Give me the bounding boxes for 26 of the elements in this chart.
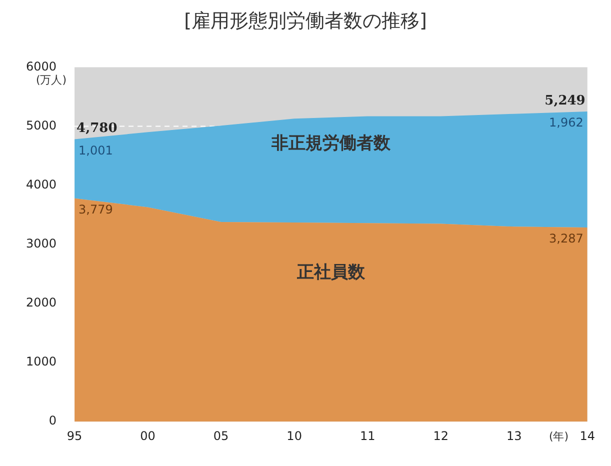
x-tick-label: 00	[140, 428, 156, 443]
x-tick-label: 12	[433, 428, 448, 443]
data-label: 3,287	[549, 232, 584, 246]
data-label: 3,779	[78, 202, 113, 217]
x-tick-label: 05	[213, 428, 229, 443]
y-axis-title: (万人)	[36, 74, 67, 87]
series-label: 非正規労働者数	[270, 134, 392, 154]
data-label: 1,962	[549, 116, 584, 130]
y-tick-label: 3000	[26, 236, 57, 251]
x-tick-label: 10	[286, 428, 302, 443]
total-label: 4,780	[76, 121, 118, 136]
y-tick-label: 4000	[26, 177, 57, 192]
series-label: 正社員数	[296, 262, 366, 283]
chart-title: [雇用形態別労働者数の推移]	[183, 9, 428, 34]
x-axis-title: (年)	[548, 430, 569, 443]
data-label: 1,001	[78, 143, 113, 158]
y-tick-label: 6000	[26, 59, 57, 74]
x-tick-label: 13	[506, 428, 522, 443]
y-tick-label: 0	[48, 414, 57, 428]
x-tick-label: 14	[580, 428, 596, 443]
y-tick-label: 1000	[26, 354, 57, 369]
total-label: 5,249	[544, 93, 586, 108]
y-tick-label: 2000	[26, 296, 57, 310]
y-tick-label: 5000	[26, 118, 57, 132]
x-tick-label: 95	[66, 428, 82, 443]
x-tick-label: 11	[360, 428, 376, 443]
